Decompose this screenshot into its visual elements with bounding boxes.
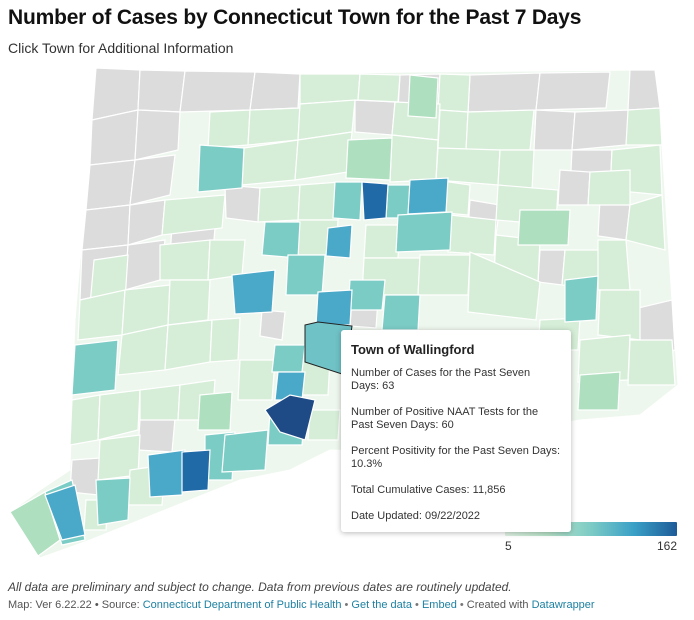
tooltip-town-name: Town of Wallingford xyxy=(351,342,475,357)
footer-prefix: Map: Ver 6.22.22 • Source: xyxy=(8,599,143,611)
data-disclaimer: All data are preliminary and subject to … xyxy=(8,580,512,594)
legend-max-label: 162 xyxy=(656,539,677,553)
tooltip-date-updated: Date Updated: 09/22/2022 xyxy=(351,510,481,522)
medium-low-towns[interactable] xyxy=(9,74,621,557)
footer-separator: • xyxy=(459,599,464,611)
town-new-haven[interactable] xyxy=(264,394,316,441)
footer-separator: • xyxy=(344,599,349,611)
page-title: Number of Cases by Connecticut Town for … xyxy=(8,6,582,29)
source-link[interactable]: Connecticut Department of Public Health xyxy=(142,599,342,611)
page-subtitle: Click Town for Additional Information xyxy=(8,40,234,56)
created-with-label: Created with xyxy=(466,599,532,611)
tooltip-positivity: Percent Positivity for the Past Seven Da… xyxy=(351,445,561,470)
embed-link[interactable]: Embed xyxy=(421,599,457,611)
tooltip-cases: Number of Cases for the Past Seven Days:… xyxy=(351,367,531,392)
credits-footer: Map: Ver 6.22.22 • Source: Connecticut D… xyxy=(8,599,595,611)
legend-min-label: 5 xyxy=(505,539,512,553)
low-case-towns[interactable] xyxy=(69,73,676,531)
get-data-link[interactable]: Get the data xyxy=(351,599,412,611)
connecticut-town-map[interactable] xyxy=(0,0,694,570)
datawrapper-link[interactable]: Datawrapper xyxy=(531,599,595,611)
highest-case-towns[interactable] xyxy=(181,181,389,493)
town-tooltip: Town of Wallingford Number of Cases for … xyxy=(341,330,571,532)
tooltip-cumulative-cases: Total Cumulative Cases: 11,856 xyxy=(351,484,506,496)
footer-separator: • xyxy=(415,599,419,611)
high-case-towns[interactable] xyxy=(44,177,449,541)
tooltip-naat-tests: Number of Positive NAAT Tests for the Pa… xyxy=(351,406,539,431)
